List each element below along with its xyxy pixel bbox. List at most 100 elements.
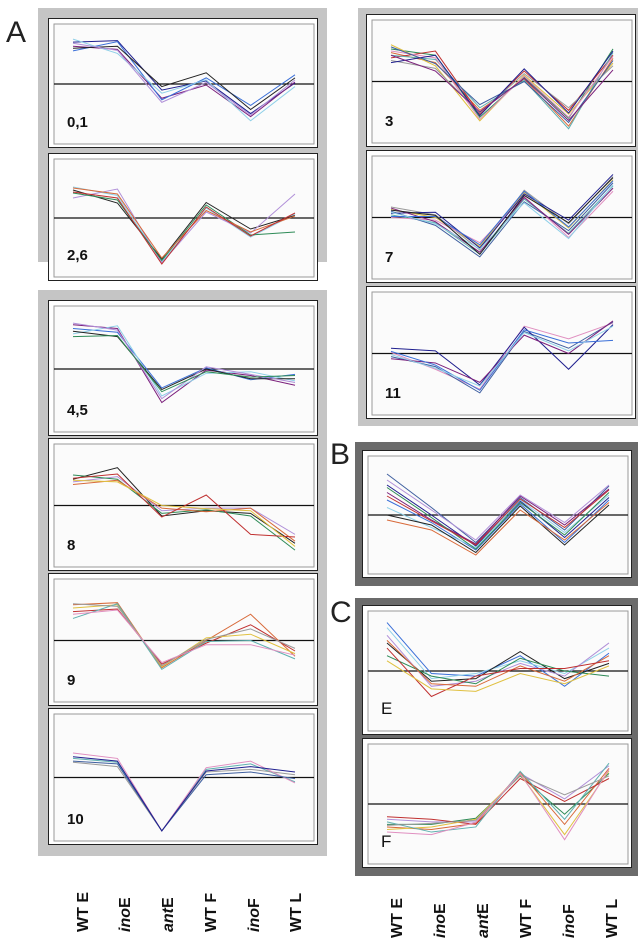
x-tick-label: WT F xyxy=(203,893,221,932)
series-line xyxy=(390,52,614,130)
series-line xyxy=(386,627,610,680)
x-tick-prefix: WT xyxy=(288,907,305,932)
x-tick-suffix: E xyxy=(117,897,134,908)
series-line xyxy=(390,184,614,250)
cluster-label: 9 xyxy=(67,672,75,689)
series-line xyxy=(72,192,296,262)
cluster-label: 7 xyxy=(385,249,393,266)
x-tick-label: antE xyxy=(160,897,178,932)
series-line xyxy=(72,45,296,111)
series-line xyxy=(386,494,610,549)
chart-svg-p26: 2,6 xyxy=(53,158,315,278)
x-tick-suffix: L xyxy=(288,892,305,908)
chart-panel-p9: 9 xyxy=(48,573,318,706)
x-tick-prefix: ino xyxy=(246,908,263,932)
x-tick-suffix: F xyxy=(203,892,220,908)
chart-panel-p3: 3 xyxy=(366,14,636,147)
series-line xyxy=(386,502,610,556)
x-tick-suffix: E xyxy=(432,903,449,914)
chart-svg-pE: E xyxy=(367,610,629,732)
cluster-label: 3 xyxy=(385,113,393,130)
cluster-label: 8 xyxy=(67,537,75,554)
series-line xyxy=(72,322,296,400)
panel-letter-b: B xyxy=(330,438,351,471)
series-line xyxy=(72,40,296,115)
series-line xyxy=(72,609,296,664)
x-tick-label: inoF xyxy=(561,904,579,938)
x-tick-prefix: ino xyxy=(561,914,578,938)
series-line xyxy=(72,760,296,832)
chart-svg-p8: 8 xyxy=(53,443,315,568)
chart-panel-pB xyxy=(362,450,632,578)
series-line xyxy=(386,479,610,541)
series-line xyxy=(390,177,614,255)
x-tick-prefix: ino xyxy=(117,908,134,932)
series-line xyxy=(386,499,610,551)
series-line xyxy=(72,325,296,397)
series-line xyxy=(72,42,296,116)
series-line xyxy=(386,642,610,682)
x-tick-label: inoF xyxy=(246,898,264,932)
series-line xyxy=(72,188,296,264)
series-line xyxy=(390,325,614,387)
x-tick-label: WT F xyxy=(518,899,536,938)
chart-svg-pF: F xyxy=(367,743,629,865)
series-line xyxy=(72,474,296,551)
series-line xyxy=(390,321,614,394)
chart-panel-p8: 8 xyxy=(48,438,318,571)
chart-panel-pF: F xyxy=(362,738,632,868)
chart-svg-pB xyxy=(367,455,629,575)
chart-svg-p7: 7 xyxy=(371,155,633,280)
series-line xyxy=(391,180,614,246)
series-line xyxy=(72,476,296,535)
series-line xyxy=(386,640,610,687)
chart-svg-p45: 4,5 xyxy=(53,305,315,433)
cluster-label: 11 xyxy=(385,385,401,402)
series-line xyxy=(390,50,614,117)
series-line xyxy=(72,752,296,832)
x-tick-prefix: WT xyxy=(604,913,621,938)
series-line xyxy=(72,473,296,538)
x-tick-label: WT E xyxy=(389,898,407,938)
chart-panel-p01: 0,1 xyxy=(48,18,318,148)
x-tick-suffix: E xyxy=(160,897,177,908)
x-tick-label: WT E xyxy=(75,892,93,932)
x-tick-suffix: E xyxy=(475,903,492,914)
series-line xyxy=(390,174,614,249)
series-line xyxy=(386,770,610,836)
x-tick-label: WT L xyxy=(604,899,622,938)
series-line xyxy=(72,603,296,667)
chart-svg-p11: 11 xyxy=(371,291,633,416)
chart-svg-p9: 9 xyxy=(53,578,315,703)
chart-svg-p3: 3 xyxy=(371,19,633,144)
chart-panel-p26: 2,6 xyxy=(48,153,318,281)
x-tick-suffix: L xyxy=(604,898,621,914)
series-line xyxy=(72,479,296,547)
series-line xyxy=(386,488,610,545)
series-line xyxy=(72,38,296,122)
chart-svg-p10: 10 xyxy=(53,713,315,842)
series-line xyxy=(386,489,610,546)
x-tick-suffix: F xyxy=(518,898,535,914)
series-line xyxy=(72,187,296,259)
series-line xyxy=(390,324,614,386)
series-line xyxy=(386,504,610,554)
series-line xyxy=(390,322,614,390)
series-line xyxy=(386,762,610,833)
x-tick-label: WT L xyxy=(288,893,306,932)
series-line xyxy=(386,487,610,550)
x-tick-suffix: F xyxy=(246,898,263,908)
chart-svg-p01: 0,1 xyxy=(53,23,315,145)
x-tick-label: antE xyxy=(475,903,493,938)
chart-panel-p10: 10 xyxy=(48,708,318,845)
series-line xyxy=(72,335,296,393)
series-line xyxy=(72,479,296,542)
panel-letter-c: C xyxy=(330,596,352,629)
series-line xyxy=(72,467,296,544)
series-line xyxy=(390,182,614,258)
cluster-label: 10 xyxy=(67,811,84,828)
series-line xyxy=(72,41,296,107)
x-tick-suffix: E xyxy=(75,892,92,908)
panel-letter-a: A xyxy=(6,16,27,49)
x-tick-prefix: ant xyxy=(160,908,177,932)
